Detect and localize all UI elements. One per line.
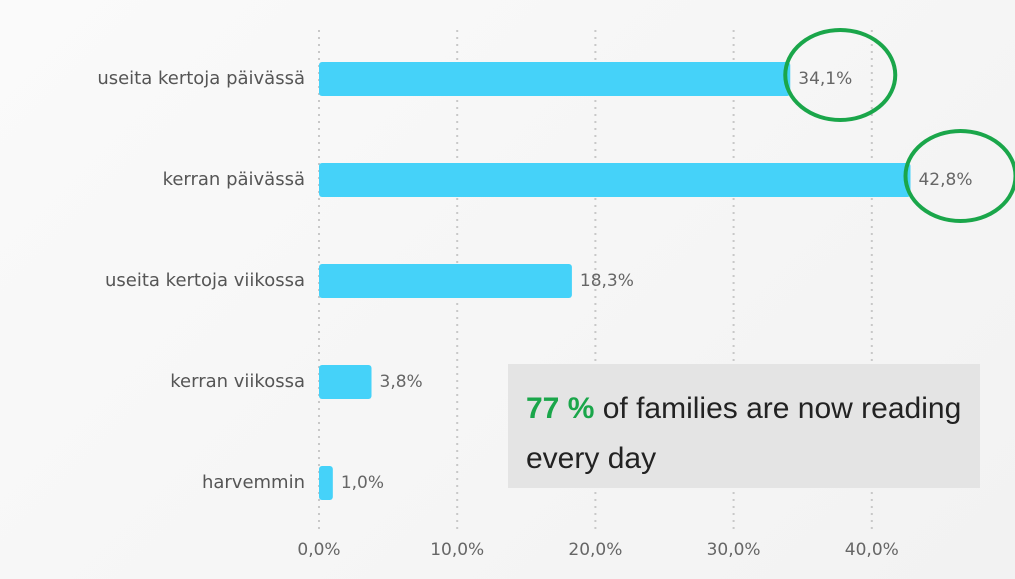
bar: [319, 264, 572, 298]
annotation-highlight: 77 %: [526, 392, 595, 425]
x-tick-label: 30,0%: [707, 540, 761, 560]
y-tick-label: useita kertoja viikossa: [105, 270, 305, 291]
data-label: 42,8%: [918, 170, 972, 190]
y-tick-label: useita kertoja päivässä: [97, 68, 305, 89]
annotation-text: of families are now reading every day: [526, 392, 962, 475]
highlight-circle: [783, 28, 898, 122]
x-tick-label: 20,0%: [568, 540, 622, 560]
x-tick-label: 0,0%: [297, 540, 340, 560]
x-tick-label: 40,0%: [845, 540, 899, 560]
bar: [319, 163, 911, 197]
x-tick-label: 10,0%: [430, 540, 484, 560]
highlight-circle: [903, 129, 1015, 223]
bar: [319, 365, 372, 399]
data-label: 1,0%: [341, 473, 384, 493]
data-label: 3,8%: [380, 372, 423, 392]
data-label: 18,3%: [580, 271, 634, 291]
data-label: 34,1%: [798, 69, 852, 89]
bar: [319, 466, 333, 500]
annotation-box: 77 % of families are now reading every d…: [508, 364, 980, 488]
y-tick-label: kerran päivässä: [163, 169, 305, 190]
bar: [319, 62, 791, 96]
y-tick-label: kerran viikossa: [170, 371, 305, 392]
y-tick-label: harvemmin: [202, 472, 305, 493]
